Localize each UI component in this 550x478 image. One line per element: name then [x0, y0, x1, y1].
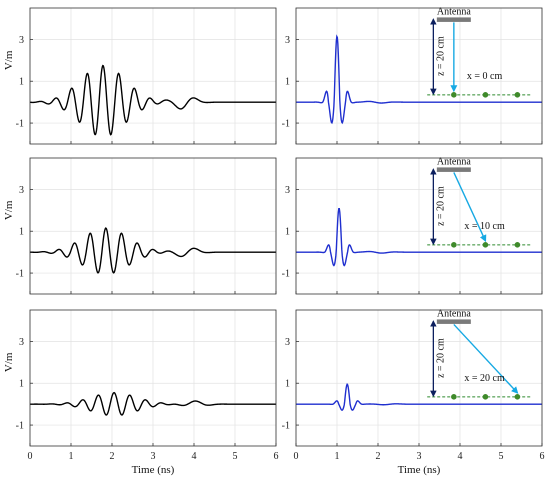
antenna-bar — [436, 319, 471, 324]
antenna-bar — [436, 17, 471, 22]
x-tick-label: 1 — [69, 451, 74, 462]
antenna-bar — [436, 167, 471, 172]
target-dot — [482, 92, 489, 98]
antenna-label: Antenna — [437, 6, 471, 17]
y-axis-label: V/m — [3, 352, 15, 372]
series-line — [29, 64, 276, 136]
target-dot — [482, 242, 489, 248]
y-tick-label: -1 — [282, 119, 290, 130]
y-tick-label: -1 — [16, 269, 24, 280]
series-line — [29, 227, 276, 274]
x-tick-label: 1 — [335, 451, 340, 462]
offset-label: x = 20 cm — [464, 373, 505, 384]
series-line — [296, 383, 542, 411]
target-dot — [514, 394, 521, 400]
x-tick-label: 3 — [417, 451, 422, 462]
y-tick-label: -1 — [16, 421, 24, 432]
x-tick-label: 6 — [540, 451, 545, 462]
x-tick-label: 4 — [192, 451, 197, 462]
y-tick-label: 1 — [19, 77, 24, 88]
target-dot — [514, 92, 521, 98]
y-axis-label: V/m — [3, 200, 15, 220]
y-tick-label: -1 — [282, 421, 290, 432]
y-tick-label: 3 — [19, 337, 24, 348]
height-label: z = 20 cm — [435, 36, 446, 76]
x-tick-label: 3 — [151, 451, 156, 462]
x-tick-label: 2 — [376, 451, 381, 462]
ray-arrow — [453, 323, 519, 394]
panel-row1-right: -1 1 3 Antenna z = 20 cm x = 0 cm — [282, 6, 543, 145]
height-label: z = 20 cm — [435, 186, 446, 226]
panel-row3-right: -1 1 3 0 1 2 3 4 5 6 Time (ns) Antenna z = 20 cm x = … — [282, 308, 545, 476]
y-tick-label: 1 — [19, 227, 24, 238]
ray-arrow — [453, 172, 487, 243]
y-tick-label: 3 — [285, 185, 290, 196]
x-tick-label: 0 — [28, 451, 33, 462]
panel-row2-left: -1 1 3 V/m — [3, 157, 277, 295]
target-dot — [482, 394, 489, 400]
target-dot — [451, 394, 457, 400]
y-axis-label: V/m — [3, 50, 15, 70]
target-dot — [514, 242, 521, 248]
height-label: z = 20 cm — [435, 338, 446, 378]
x-tick-label: 6 — [274, 451, 279, 462]
x-axis-label: Time (ns) — [398, 464, 441, 476]
offset-label: x = 10 cm — [464, 221, 505, 232]
y-tick-label: -1 — [282, 269, 290, 280]
x-axis-label: Time (ns) — [132, 464, 175, 476]
x-tick-label: 5 — [499, 451, 504, 462]
panel-row3-left: -1 1 3 0 1 2 3 4 5 6 V/m Time (ns) — [3, 309, 279, 476]
y-tick-label: 3 — [19, 185, 24, 196]
series-line — [296, 34, 542, 125]
series-line — [30, 391, 276, 416]
target-dot — [451, 242, 457, 248]
inset-diagram: Antenna z = 20 cm x = 10 cm — [427, 156, 532, 248]
offset-label: x = 0 cm — [467, 71, 503, 82]
antenna-label: Antenna — [437, 308, 471, 319]
series-line — [296, 207, 542, 267]
y-tick-label: -1 — [16, 119, 24, 130]
x-tick-label: 2 — [110, 451, 115, 462]
panel-row1-left: -1 1 3 V/m — [3, 7, 277, 145]
y-tick-label: 1 — [285, 379, 290, 390]
y-tick-label: 3 — [19, 35, 24, 46]
y-tick-label: 3 — [285, 35, 290, 46]
target-dot — [451, 92, 457, 98]
y-tick-label: 1 — [285, 227, 290, 238]
x-tick-label: 0 — [294, 451, 299, 462]
x-tick-label: 5 — [233, 451, 238, 462]
panel-row2-right: -1 1 3 Antenna z = 20 cm x = 10 cm — [282, 156, 543, 295]
y-tick-label: 1 — [285, 77, 290, 88]
antenna-label: Antenna — [437, 156, 471, 167]
x-tick-label: 4 — [458, 451, 463, 462]
inset-diagram: Antenna z = 20 cm x = 0 cm — [427, 6, 532, 98]
y-tick-label: 3 — [285, 337, 290, 348]
inset-diagram: Antenna z = 20 cm x = 20 cm — [427, 308, 532, 400]
y-tick-label: 1 — [19, 379, 24, 390]
